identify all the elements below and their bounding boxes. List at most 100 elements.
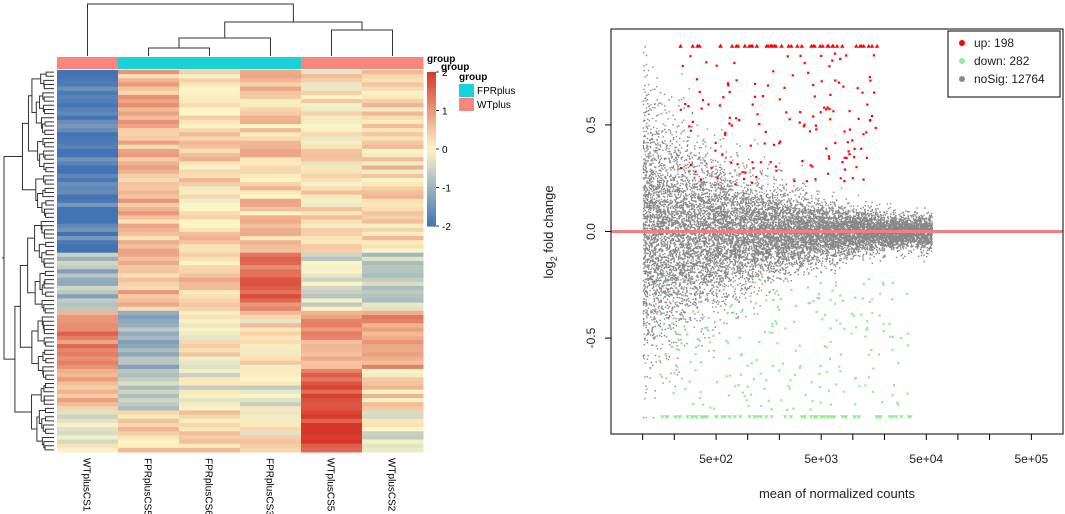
- heatmap-cell: [301, 314, 363, 320]
- heatmap-cell: [118, 70, 180, 75]
- heatmap-cell: [240, 323, 302, 328]
- heatmap-cell: [57, 119, 119, 125]
- heatmap-cell: [118, 310, 180, 316]
- dendrogram-link: [35, 178, 44, 202]
- heatmap-cell: [240, 123, 302, 129]
- heatmap-cell: [240, 339, 302, 345]
- heatmap-cell: [179, 447, 241, 453]
- colorbar-step: [427, 125, 436, 131]
- y-tick-label: -0.5: [584, 327, 598, 348]
- heatmap-cell: [57, 161, 119, 166]
- heatmap-cell: [362, 256, 424, 262]
- heatmap-cell: [179, 215, 241, 220]
- heatmap-cell: [362, 223, 424, 229]
- heatmap-cell: [118, 103, 180, 108]
- heatmap-cell: [362, 352, 424, 357]
- dendrogram-link: [43, 233, 54, 239]
- legend-marker: [959, 76, 965, 82]
- legend-entry: FPRplus: [477, 86, 515, 97]
- heatmap-cell: [362, 123, 424, 129]
- heatmap-cell: [57, 339, 119, 345]
- heatmap-cell: [118, 161, 180, 166]
- heatmap-cell: [301, 103, 363, 108]
- dendrogram-link: [44, 262, 54, 268]
- heatmap-cell: [118, 111, 180, 117]
- dendrogram-link: [45, 241, 54, 247]
- dendrogram-link: [44, 445, 54, 451]
- heatmap-cell: [301, 427, 363, 432]
- colorbar-step: [427, 133, 436, 139]
- colorbar-tick-label: -2: [442, 222, 451, 233]
- dendrogram-link: [44, 129, 54, 135]
- heatmap-cell: [362, 410, 424, 416]
- heatmap-cell: [179, 86, 241, 92]
- heatmap-cell: [179, 281, 241, 287]
- heatmap-cell: [179, 169, 241, 175]
- heatmap-cell: [179, 310, 241, 316]
- heatmap-cell: [179, 173, 241, 179]
- dendrogram-link: [42, 370, 54, 378]
- colorbar-step: [427, 118, 436, 123]
- dendrogram-link: [38, 243, 46, 258]
- heatmap-cell: [179, 344, 241, 349]
- heatmap-cell: [362, 368, 424, 374]
- heatmap-cell: [57, 90, 119, 96]
- colorbar-step: [427, 172, 436, 177]
- heatmap-cell: [57, 265, 119, 270]
- heatmap-cell: [179, 431, 241, 436]
- heatmap-cell: [301, 173, 363, 179]
- heatmap-cell: [240, 215, 302, 220]
- heatmap-cell: [57, 261, 119, 266]
- dendrogram-link: [45, 291, 54, 297]
- heatmap-cell: [240, 128, 302, 133]
- heatmap-cell: [179, 443, 241, 449]
- heatmap-cell: [240, 360, 302, 366]
- heatmap-cell: [362, 231, 424, 237]
- heatmap-cell: [118, 294, 180, 299]
- heatmap-cell: [179, 207, 241, 212]
- heatmap-cell: [118, 136, 180, 142]
- heatmap-cell: [179, 248, 241, 254]
- dendrogram-link: [42, 320, 54, 329]
- heatmap-cell: [301, 244, 363, 250]
- plot-frame: [610, 28, 1064, 435]
- heatmap-cell: [301, 348, 363, 353]
- heatmap-cell: [179, 306, 241, 312]
- heatmap-cell: [240, 414, 302, 420]
- heatmap-cell: [118, 107, 180, 113]
- heatmap-cell: [362, 327, 424, 333]
- heatmap-cell: [240, 352, 302, 357]
- dendrogram-link: [44, 121, 54, 127]
- heatmap-cell: [179, 123, 241, 129]
- heatmap-cell: [179, 319, 241, 324]
- dendrogram-link: [148, 47, 210, 56]
- heatmap-cell: [240, 373, 302, 378]
- heatmap-cell: [57, 314, 119, 320]
- ma-legend: up: 198 down: 282 noSig: 12764: [947, 30, 1061, 98]
- heatmap-cell: [57, 248, 119, 254]
- dendrogram-link: [41, 299, 54, 309]
- heatmap-cell: [179, 256, 241, 262]
- heatmap-cell: [301, 194, 363, 200]
- heatmap-cell: [57, 227, 119, 233]
- heatmap-cell: [118, 90, 180, 96]
- heatmap-cell: [362, 314, 424, 320]
- heatmap-cell: [240, 335, 302, 341]
- heatmap-cell: [301, 136, 363, 142]
- legend-swatch: [459, 84, 474, 97]
- heatmap-cell: [118, 123, 180, 129]
- heatmap-cell: [362, 148, 424, 154]
- heatmap-cell: [301, 418, 363, 424]
- heatmap-cell: [179, 339, 241, 345]
- colorbar-step: [427, 199, 436, 204]
- heatmap-cell: [118, 128, 180, 133]
- heatmap-cell: [301, 364, 363, 370]
- heatmap-cell: [118, 290, 180, 295]
- heatmap-cell: [118, 298, 180, 304]
- heatmap-cell: [118, 273, 180, 279]
- dendrogram-link: [40, 73, 47, 84]
- heatmap-cell: [301, 422, 363, 428]
- heatmap-cell: [179, 398, 241, 403]
- heatmap-cell: [118, 339, 180, 345]
- heatmap-cell: [240, 447, 302, 453]
